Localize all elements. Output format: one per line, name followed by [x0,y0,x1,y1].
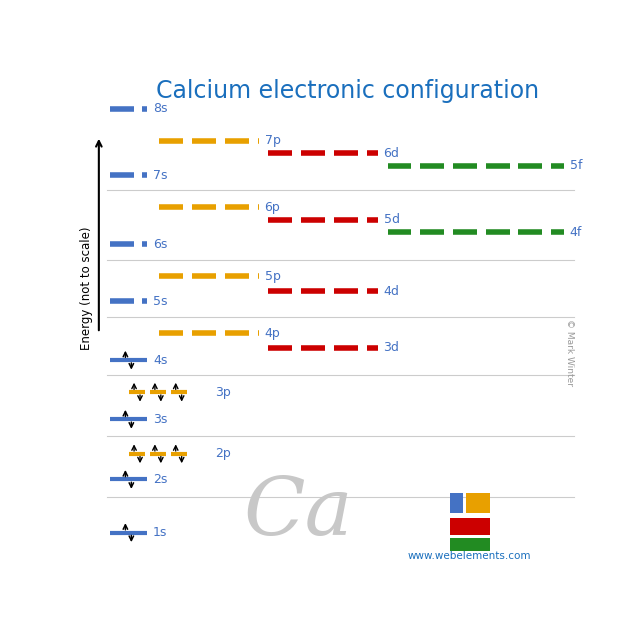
Text: 6d: 6d [383,147,399,160]
Text: 4f: 4f [570,225,582,239]
Text: Energy (not to scale): Energy (not to scale) [80,227,93,351]
Bar [449,538,490,551]
Text: 8s: 8s [153,102,168,115]
Text: © Mark Winter: © Mark Winter [565,319,574,387]
Text: 3d: 3d [383,341,399,355]
Text: 4s: 4s [153,354,167,367]
Text: 5f: 5f [570,159,582,172]
Text: 7s: 7s [153,169,168,182]
Text: 6p: 6p [264,201,280,214]
Text: www.webelements.com: www.webelements.com [408,551,531,561]
Bar [449,518,490,535]
Text: 4d: 4d [383,285,399,298]
Text: 7p: 7p [264,134,280,147]
Text: 2p: 2p [215,447,230,460]
Text: 1s: 1s [153,526,167,539]
Text: 5p: 5p [264,270,280,283]
Text: Ca: Ca [243,474,353,552]
Text: 2s: 2s [153,473,167,486]
Text: 6s: 6s [153,238,167,251]
Bar [466,493,490,513]
Text: Calcium electronic configuration: Calcium electronic configuration [156,79,540,102]
Text: 3s: 3s [153,413,167,426]
Text: 5s: 5s [153,294,168,308]
Text: 5d: 5d [383,213,399,226]
Text: 3p: 3p [215,386,230,399]
Bar [449,493,463,513]
Text: 4p: 4p [264,326,280,340]
